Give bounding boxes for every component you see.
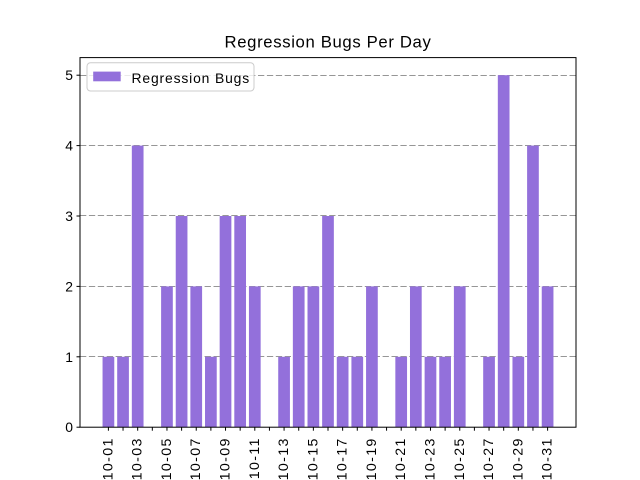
svg-text:10-11: 10-11	[247, 437, 263, 479]
svg-text:10-13: 10-13	[276, 437, 292, 480]
svg-text:10-01: 10-01	[100, 437, 116, 480]
svg-text:1: 1	[65, 349, 73, 365]
svg-text:10-05: 10-05	[159, 437, 175, 480]
svg-text:2: 2	[65, 278, 73, 294]
svg-text:Regression Bugs: Regression Bugs	[132, 70, 251, 86]
svg-text:10-31: 10-31	[540, 437, 556, 480]
svg-text:0: 0	[65, 419, 73, 435]
svg-text:10-03: 10-03	[130, 437, 146, 480]
svg-text:10-29: 10-29	[510, 437, 526, 480]
svg-text:10-27: 10-27	[481, 437, 497, 480]
svg-text:5: 5	[65, 67, 73, 83]
svg-text:10-09: 10-09	[218, 437, 234, 480]
svg-text:10-19: 10-19	[364, 437, 380, 480]
svg-text:10-15: 10-15	[305, 437, 321, 480]
svg-text:10-21: 10-21	[393, 437, 409, 480]
svg-text:4: 4	[65, 138, 73, 154]
svg-text:Regression Bugs Per Day: Regression Bugs Per Day	[225, 33, 432, 52]
svg-text:10-07: 10-07	[188, 437, 204, 480]
svg-text:3: 3	[65, 208, 73, 224]
svg-text:10-25: 10-25	[452, 437, 468, 480]
svg-text:10-23: 10-23	[422, 437, 438, 480]
svg-text:10-17: 10-17	[335, 437, 351, 480]
